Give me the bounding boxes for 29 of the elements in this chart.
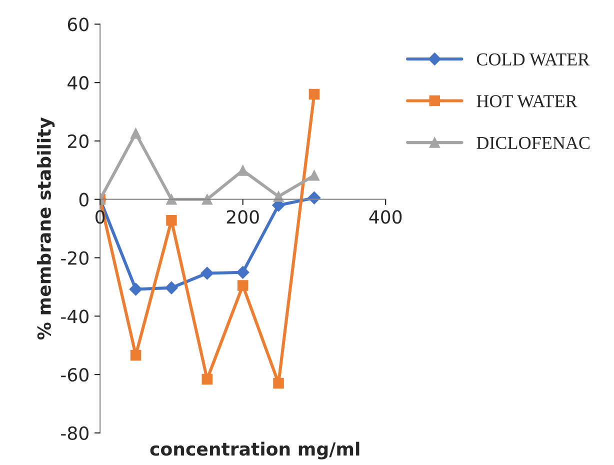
y-axis-title: % membrane stability (37, 117, 55, 340)
y-tick-label: -40 (61, 310, 88, 324)
point (130, 350, 142, 361)
y-tick-label: 40 (68, 76, 88, 90)
point (237, 280, 248, 291)
point (236, 266, 250, 279)
point (308, 170, 320, 181)
point (200, 266, 214, 280)
legend-label: COLD WATER (476, 53, 590, 66)
point (165, 281, 178, 294)
legend-label: HOT WATER (476, 95, 578, 108)
y-tick-label: -80 (61, 426, 88, 440)
x-tick-label: 200 (226, 210, 259, 224)
x-tick-label: 400 (369, 210, 402, 224)
x-axis-title: concentration mg/ml (150, 442, 360, 460)
point (130, 128, 142, 139)
point (202, 374, 213, 385)
point (129, 282, 142, 296)
legend-label: DICLOFENAC (476, 136, 590, 150)
y-tick-label: 60 (68, 18, 88, 32)
y-tick-label: -20 (61, 251, 88, 265)
point (237, 165, 248, 176)
y-tick-label: -60 (61, 368, 88, 382)
point (166, 214, 177, 226)
point (308, 88, 320, 100)
y-tick-label: 20 (68, 134, 88, 148)
point (273, 378, 284, 389)
y-tick-label: 0 (79, 192, 88, 206)
point (308, 191, 321, 204)
